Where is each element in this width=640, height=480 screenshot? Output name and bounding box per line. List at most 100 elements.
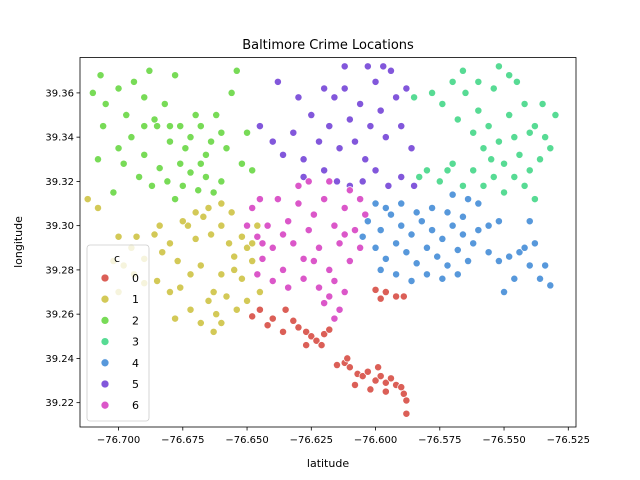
data-point <box>248 204 257 212</box>
data-point <box>248 312 257 321</box>
series-5 <box>255 62 419 190</box>
data-point <box>273 195 282 204</box>
data-point <box>309 257 318 266</box>
data-point <box>340 288 349 296</box>
data-point <box>325 265 334 274</box>
legend-marker-1 <box>100 294 110 304</box>
data-point <box>415 173 424 181</box>
data-point <box>196 159 205 168</box>
data-point <box>299 173 308 181</box>
data-point <box>484 122 493 131</box>
data-point <box>173 257 182 266</box>
data-point <box>333 177 341 186</box>
data-point <box>443 261 452 270</box>
data-point <box>243 243 251 252</box>
data-point <box>428 204 437 212</box>
data-point <box>407 144 416 153</box>
data-point <box>186 168 195 177</box>
legend-marker-5 <box>100 379 110 389</box>
data-point <box>186 133 195 142</box>
data-point <box>212 111 221 119</box>
data-point <box>343 354 352 363</box>
data-point <box>232 66 241 75</box>
data-point <box>160 100 169 108</box>
data-point <box>494 62 503 71</box>
series-3 <box>402 62 560 204</box>
data-point <box>186 270 195 279</box>
legend-marker-4 <box>100 358 110 368</box>
data-point <box>474 106 483 115</box>
data-point <box>505 111 514 119</box>
data-point <box>178 181 187 190</box>
data-point <box>248 257 257 266</box>
data-point <box>230 252 239 261</box>
data-point <box>469 166 478 175</box>
data-point <box>135 173 144 181</box>
x-axis: −76.700 −76.675 −76.650 −76.625 −76.600 −76.5… <box>97 427 590 446</box>
data-point <box>94 155 102 164</box>
data-point <box>199 212 208 221</box>
data-point <box>381 288 390 296</box>
data-point <box>201 173 210 181</box>
data-point <box>165 239 174 248</box>
data-point <box>153 122 162 131</box>
legend-label-5: 5 <box>132 378 139 391</box>
data-point <box>397 383 406 392</box>
data-point <box>289 128 298 137</box>
data-point <box>183 221 192 230</box>
x-tick-label: −76.625 <box>290 435 333 446</box>
data-point <box>363 62 372 71</box>
legend-box <box>86 244 150 422</box>
data-point <box>299 254 308 263</box>
data-point <box>99 122 108 131</box>
data-point <box>302 341 311 350</box>
series-6 <box>243 177 370 323</box>
data-point <box>299 274 308 283</box>
data-point <box>171 314 180 323</box>
data-point <box>392 239 401 248</box>
data-point <box>294 199 303 208</box>
data-point <box>494 217 503 226</box>
data-point <box>448 159 457 168</box>
data-point <box>130 77 138 86</box>
data-point <box>243 296 251 305</box>
data-point <box>474 226 483 235</box>
data-point <box>212 310 221 319</box>
x-tick-label: −76.675 <box>161 435 204 446</box>
data-point <box>248 166 257 175</box>
data-point <box>443 208 452 217</box>
data-point <box>461 88 470 97</box>
data-point <box>494 257 503 266</box>
data-point <box>515 150 524 159</box>
data-point <box>510 173 519 181</box>
data-point <box>392 270 401 279</box>
data-point <box>358 177 367 186</box>
data-point <box>119 159 128 168</box>
data-point <box>392 292 401 301</box>
data-point <box>171 195 180 204</box>
data-point <box>196 319 205 327</box>
data-point <box>448 190 457 199</box>
series-4 <box>358 190 555 296</box>
data-point <box>222 292 231 301</box>
data-point <box>546 144 555 153</box>
data-point <box>330 221 339 230</box>
data-point <box>176 122 185 131</box>
data-point <box>320 84 329 93</box>
data-point <box>487 155 496 164</box>
legend: c 0 1 2 3 4 5 6 <box>86 244 150 422</box>
data-point <box>320 166 329 175</box>
data-point <box>541 261 550 270</box>
data-point <box>397 221 406 230</box>
data-point <box>114 232 123 241</box>
data-point <box>248 239 257 248</box>
data-point <box>474 199 483 208</box>
data-point <box>204 296 213 305</box>
data-point <box>330 93 339 102</box>
data-point <box>255 305 264 314</box>
data-point <box>512 77 521 86</box>
data-point <box>217 177 226 186</box>
chart-title: Baltimore Crime Locations <box>242 38 414 53</box>
data-point <box>312 336 321 345</box>
data-point <box>191 234 200 243</box>
